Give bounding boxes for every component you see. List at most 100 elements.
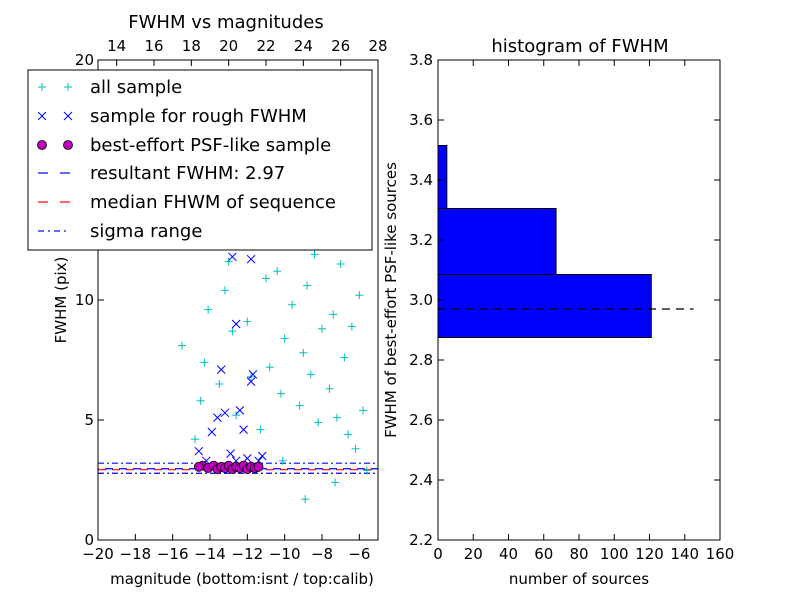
- left-subplot: FWHM vs magnitudes −20 −18 −16 −14 −12 −10 −8−…: [27, 12, 388, 588]
- all-sample-point: [347, 322, 356, 331]
- right-x-tick-label: 160: [706, 545, 735, 563]
- all-sample-point: [200, 358, 209, 367]
- left-y-axis: 0 5 10 20: [75, 51, 104, 549]
- left-y-tick-label: 10: [75, 291, 94, 309]
- all-sample-point: [332, 413, 341, 422]
- legend-label-best: best-effort PSF-like sample: [90, 135, 331, 156]
- all-sample-point: [355, 291, 364, 300]
- all-sample-point: [204, 305, 213, 314]
- all-sample-point: [196, 396, 205, 405]
- right-y-tick-label: 2.2: [409, 531, 433, 549]
- all-sample-point: [295, 401, 304, 410]
- right-y-tick-label: 2.6: [409, 411, 433, 429]
- all-sample-point: [256, 425, 265, 434]
- all-sample-point: [262, 274, 270, 283]
- rough-sample-point: [207, 427, 217, 437]
- left-top-x-tick-label: 14: [107, 37, 126, 55]
- legend-marker-best: [37, 140, 73, 150]
- legend-label-median: median FHWM of sequence: [90, 192, 336, 213]
- left-y-tick-label: 5: [84, 411, 94, 429]
- all-sample-point: [362, 466, 371, 475]
- all-sample-point: [265, 363, 274, 372]
- all-sample-point: [288, 300, 297, 309]
- right-x-tick-label: 120: [635, 545, 664, 563]
- right-x-tick-label: 100: [600, 545, 629, 563]
- all-sample-point: [224, 257, 233, 266]
- all-sample-point: [325, 384, 334, 393]
- left-top-x-tick-label: 28: [368, 37, 387, 55]
- right-y-tick-label: 3.8: [409, 51, 433, 69]
- right-x-tick-label: 20: [464, 545, 483, 563]
- all-sample-point: [191, 435, 200, 444]
- all-sample-point: [336, 260, 345, 268]
- best-sample-point: [193, 461, 204, 472]
- right-y-tick-label: 3.2: [409, 231, 433, 249]
- all-sample-point: [329, 310, 338, 319]
- left-top-x-tick-label: 16: [144, 37, 163, 55]
- right-chart-title: histogram of FWHM: [491, 36, 668, 57]
- right-y-axis-label: FWHM of best-effort PSF-like sources: [382, 162, 400, 438]
- right-x-tick-label: 0: [433, 545, 443, 563]
- left-x-axis-label: magnitude (bottom:isnt / top:calib): [110, 570, 374, 588]
- all-sample-point: [243, 317, 252, 326]
- rough-sample-point: [228, 252, 237, 262]
- left-y-tick-label: 0: [84, 531, 94, 549]
- left-x-tick-label: −14: [194, 545, 226, 563]
- left-x-tick-label: −8: [311, 545, 333, 563]
- all-sample-point: [314, 418, 323, 427]
- all-sample-point: [351, 444, 360, 453]
- right-x-axis-label: number of sources: [509, 570, 649, 588]
- histogram-bars: [437, 145, 652, 338]
- all-sample-point: [306, 370, 315, 379]
- rough-sample-point: [226, 449, 235, 458]
- left-top-x-tick-label: 26: [331, 37, 350, 55]
- rough-sample-point: [246, 377, 256, 386]
- all-sample-point: [318, 324, 326, 333]
- all-sample-point: [299, 348, 308, 357]
- left-y-tick-label: 20: [75, 51, 94, 69]
- left-top-x-tick-label: 22: [256, 37, 275, 55]
- histogram-bar: [437, 274, 652, 338]
- legend-box: [27, 69, 373, 251]
- rough-sample-point: [239, 425, 248, 434]
- all-sample-point: [344, 430, 353, 439]
- right-subplot: histogram of FWHM 0 20 40 60 80 100 120 140 160 …: [382, 36, 734, 588]
- rough-sample-point: [194, 446, 204, 456]
- rough-sample-point: [220, 408, 230, 418]
- left-x-tick-label: −16: [157, 545, 189, 563]
- left-top-x-axis: 14 16 18 20 22 24 26 28: [107, 37, 388, 66]
- histogram-bar: [437, 145, 448, 209]
- legend-marker-rough: [37, 111, 73, 121]
- left-y-axis-label: FWHM (pix): [52, 257, 70, 344]
- right-x-tick-label: 80: [569, 545, 588, 563]
- right-y-tick-label: 3.6: [409, 111, 433, 129]
- rough-sample-point: [216, 365, 226, 374]
- right-x-tick-label: 40: [499, 545, 518, 563]
- all-sample-point: [331, 478, 340, 487]
- all-sample-point: [220, 286, 229, 295]
- all-sample-point: [340, 353, 349, 362]
- rough-sample-point: [235, 406, 245, 415]
- histogram-bar: [437, 208, 557, 275]
- all-sample-point: [310, 250, 319, 259]
- all-sample-point: [280, 334, 289, 343]
- right-x-tick-label: 60: [534, 545, 553, 563]
- all-sample-point: [301, 495, 310, 504]
- all-sample-point: [303, 281, 312, 290]
- rough-sample-point: [246, 254, 256, 264]
- all-sample-point: [273, 267, 282, 276]
- right-y-tick-label: 2.4: [409, 471, 433, 489]
- left-bottom-x-axis: −20 −18 −16 −14 −12 −10 −8 −6: [82, 534, 370, 563]
- all-sample-point: [228, 327, 237, 336]
- all-sample-point: [232, 411, 241, 420]
- best-sample-series: [193, 460, 264, 475]
- all-sample-point: [359, 406, 368, 415]
- rough-sample-series: [194, 252, 267, 466]
- legend-label-sigma: sigma range: [90, 221, 202, 242]
- all-sample-point: [215, 380, 224, 388]
- legend-label-rough: sample for rough FWHM: [90, 106, 307, 127]
- rough-sample-point: [257, 451, 267, 461]
- legend: all sample sample for rough FWHM best-ef…: [27, 69, 373, 251]
- left-top-x-tick-label: 18: [182, 37, 201, 55]
